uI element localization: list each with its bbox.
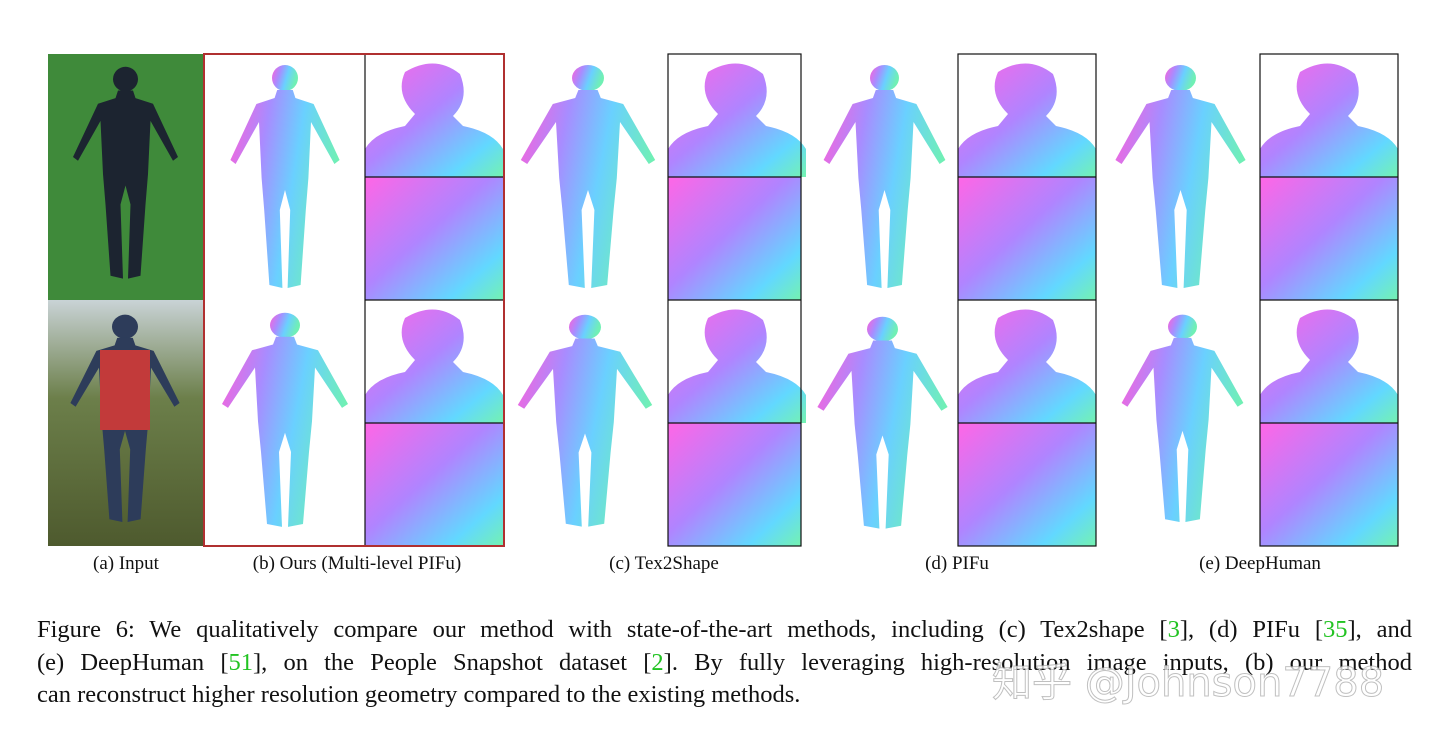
caption-line: can reconstruct higher resolution geomet…: [37, 679, 1412, 712]
citation[interactable]: 3: [1167, 616, 1180, 643]
closeups: [365, 63, 1398, 546]
caption-text: Figure 6: We qualitatively compare our m…: [37, 616, 1168, 643]
caption-text: (e) DeepHuman [: [37, 648, 229, 676]
figure: (a) Input (b) Ours (Multi-level PIFu) (c…: [48, 53, 1399, 574]
caption-text: ]. By fully leveraging high-resolution i…: [663, 648, 1412, 676]
citation[interactable]: 2: [651, 648, 664, 676]
caption: Figure 6: We qualitatively compare our m…: [37, 614, 1412, 712]
panel-label: (b) Ours (Multi-level PIFu): [253, 553, 461, 574]
caption-line: Figure 6: We qualitatively compare our m…: [37, 614, 1412, 647]
panel-label: (a) Input: [93, 553, 160, 574]
input-shirt: [100, 350, 150, 430]
panel-label: (c) Tex2Shape: [609, 553, 719, 574]
caption-text: can reconstruct higher resolution geomet…: [37, 681, 801, 708]
caption-line: (e) DeepHuman [51], on the People Snapsh…: [37, 647, 1412, 680]
caption-text: ], and: [1347, 616, 1413, 643]
citation[interactable]: 35: [1323, 616, 1348, 643]
panel-label: (d) PIFu: [925, 553, 989, 574]
citation[interactable]: 51: [228, 648, 254, 676]
caption-text: ], on the People Snapshot dataset [: [253, 648, 652, 676]
caption-text: ], (d) PIFu [: [1179, 616, 1323, 643]
ours-frame: [203, 53, 505, 547]
panel-label: (e) DeepHuman: [1199, 553, 1321, 574]
watermark: 知乎 @Johnson7788: [991, 660, 1385, 707]
